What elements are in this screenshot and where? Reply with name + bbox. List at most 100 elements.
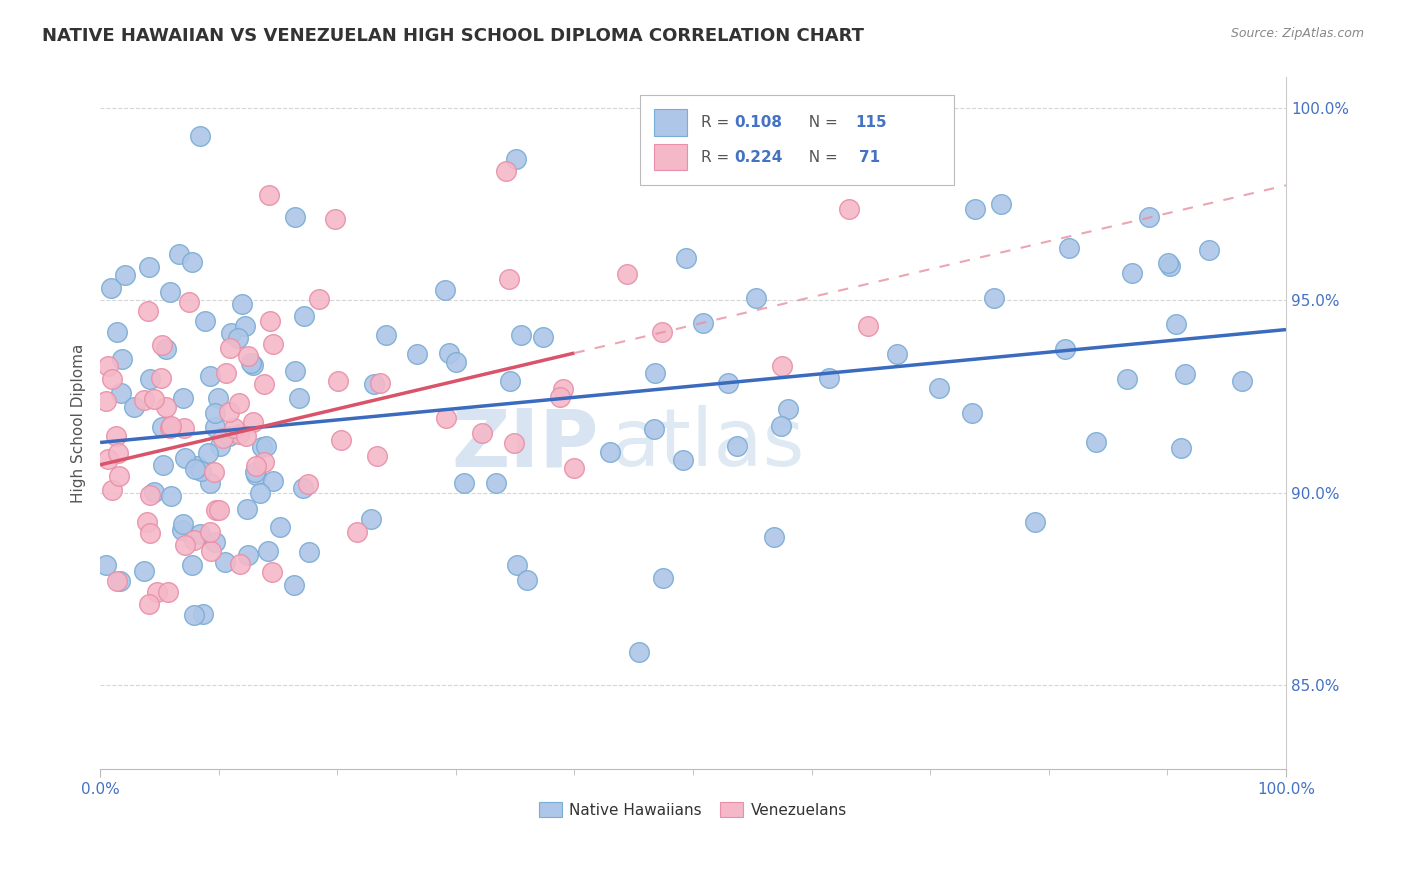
Point xyxy=(928,381,950,395)
Point xyxy=(138,260,160,274)
Point xyxy=(262,565,284,579)
Point xyxy=(174,450,197,465)
Point xyxy=(214,366,236,380)
Point xyxy=(188,527,211,541)
Point xyxy=(297,477,319,491)
Point xyxy=(499,374,522,388)
Point xyxy=(194,314,217,328)
Point xyxy=(239,356,262,370)
Point xyxy=(250,440,273,454)
Point xyxy=(283,578,305,592)
Point xyxy=(308,292,330,306)
Point xyxy=(405,347,427,361)
Point xyxy=(599,445,621,459)
Point xyxy=(818,371,841,385)
Point xyxy=(762,531,785,545)
Point xyxy=(505,152,527,166)
Point xyxy=(745,291,768,305)
Point xyxy=(284,210,307,224)
Point xyxy=(156,585,179,599)
Point xyxy=(200,544,222,558)
Point xyxy=(259,187,281,202)
Point xyxy=(1159,259,1181,273)
Point xyxy=(434,411,457,425)
Point xyxy=(190,464,212,478)
Point xyxy=(208,440,231,454)
FancyBboxPatch shape xyxy=(640,95,953,185)
Point xyxy=(485,476,508,491)
Point xyxy=(444,355,467,369)
Text: ZIP: ZIP xyxy=(451,405,598,483)
Point xyxy=(219,326,242,341)
Point xyxy=(188,129,211,144)
Point xyxy=(651,326,673,340)
Point xyxy=(224,421,246,435)
Point xyxy=(219,341,242,355)
Point xyxy=(139,372,162,386)
Point xyxy=(146,585,169,599)
Point xyxy=(292,310,315,324)
Point xyxy=(236,548,259,562)
Point xyxy=(562,460,585,475)
Point xyxy=(108,574,131,588)
Point xyxy=(778,402,800,417)
Point xyxy=(292,481,315,495)
Point xyxy=(231,296,253,310)
Point xyxy=(218,405,240,419)
Point xyxy=(159,420,181,434)
Point xyxy=(644,367,666,381)
Point xyxy=(498,272,520,286)
Point xyxy=(548,390,571,404)
Point xyxy=(346,524,368,539)
Point xyxy=(242,415,264,429)
Point xyxy=(363,376,385,391)
Point xyxy=(150,420,173,434)
Point xyxy=(717,376,740,391)
Point xyxy=(858,319,880,334)
Point xyxy=(208,503,231,517)
Text: N =: N = xyxy=(799,150,842,164)
Point xyxy=(375,327,398,342)
Point xyxy=(101,483,124,497)
Text: Source: ZipAtlas.com: Source: ZipAtlas.com xyxy=(1230,27,1364,40)
Point xyxy=(114,268,136,282)
Text: atlas: atlas xyxy=(610,405,804,483)
Point xyxy=(139,526,162,541)
Point xyxy=(202,465,225,479)
Point xyxy=(132,565,155,579)
Point xyxy=(180,558,202,572)
Point xyxy=(1085,435,1108,450)
Point xyxy=(177,294,200,309)
Point xyxy=(1157,256,1180,270)
Point xyxy=(132,393,155,408)
Point xyxy=(509,328,531,343)
Point xyxy=(1137,211,1160,225)
Point xyxy=(212,432,235,446)
Point xyxy=(235,429,257,443)
Point xyxy=(173,538,195,552)
Point xyxy=(990,196,1012,211)
Point xyxy=(770,359,793,373)
Text: 0.108: 0.108 xyxy=(734,115,783,130)
Text: 0.224: 0.224 xyxy=(734,150,783,164)
Point xyxy=(160,418,183,433)
Point xyxy=(150,338,173,352)
Point xyxy=(205,503,228,517)
Text: 115: 115 xyxy=(855,115,887,130)
Point xyxy=(97,359,120,373)
Point xyxy=(495,164,517,178)
Point xyxy=(1170,441,1192,455)
Point xyxy=(1166,317,1188,331)
Point xyxy=(1054,342,1077,356)
Point xyxy=(886,347,908,361)
Point xyxy=(253,455,276,469)
Point xyxy=(170,524,193,538)
Text: 71: 71 xyxy=(859,150,880,164)
Point xyxy=(155,343,177,357)
Point xyxy=(96,558,118,572)
Point xyxy=(675,251,697,265)
Point xyxy=(1059,241,1081,255)
Point xyxy=(437,345,460,359)
Point xyxy=(138,597,160,611)
Point xyxy=(226,331,249,345)
